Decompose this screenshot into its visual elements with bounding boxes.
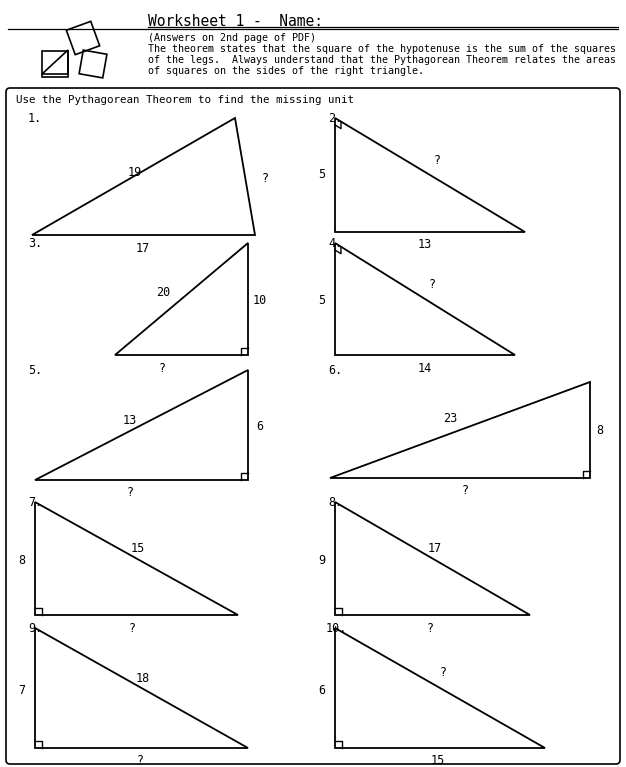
Text: ?: ? — [433, 153, 441, 166]
Text: 8: 8 — [597, 423, 603, 436]
Text: ?: ? — [126, 486, 133, 499]
Text: ?: ? — [428, 278, 436, 291]
Text: ?: ? — [461, 485, 469, 498]
Text: 19: 19 — [128, 166, 142, 179]
Text: ?: ? — [262, 172, 269, 185]
Text: 17: 17 — [428, 542, 442, 555]
Text: ?: ? — [426, 621, 434, 634]
Text: 6: 6 — [319, 683, 326, 696]
Text: 13: 13 — [418, 239, 432, 252]
Text: (Answers on 2nd page of PDF): (Answers on 2nd page of PDF) — [148, 33, 316, 43]
Text: 5: 5 — [319, 294, 326, 307]
Text: 23: 23 — [443, 412, 457, 424]
Text: 6.: 6. — [328, 364, 342, 377]
Text: 7.: 7. — [28, 496, 42, 509]
FancyBboxPatch shape — [6, 88, 620, 764]
Text: 9.: 9. — [28, 622, 42, 635]
Text: 15: 15 — [131, 542, 145, 555]
Text: 20: 20 — [156, 285, 170, 298]
Text: 13: 13 — [123, 413, 137, 426]
Text: 6: 6 — [257, 420, 264, 433]
Text: 8: 8 — [18, 554, 26, 567]
Text: 7: 7 — [18, 683, 26, 696]
Text: ?: ? — [128, 621, 136, 634]
Text: ?: ? — [439, 666, 446, 679]
Text: of squares on the sides of the right triangle.: of squares on the sides of the right tri… — [148, 66, 424, 76]
Text: 8.: 8. — [328, 496, 342, 509]
Text: 2.: 2. — [328, 112, 342, 125]
Text: 1.: 1. — [28, 112, 42, 125]
Text: The theorem states that the square of the hypotenuse is the sum of the squares: The theorem states that the square of th… — [148, 44, 616, 54]
Text: 18: 18 — [136, 671, 150, 684]
Text: 14: 14 — [418, 361, 432, 374]
Text: 3.: 3. — [28, 237, 42, 250]
Text: 5: 5 — [319, 169, 326, 182]
Text: ?: ? — [136, 753, 143, 766]
Text: 17: 17 — [136, 242, 150, 255]
Text: 9: 9 — [319, 554, 326, 567]
Text: 10.: 10. — [326, 622, 347, 635]
Text: of the legs.  Always understand that the Pythagorean Theorem relates the areas: of the legs. Always understand that the … — [148, 55, 616, 65]
Text: 10: 10 — [253, 294, 267, 307]
Text: ?: ? — [158, 361, 165, 374]
Text: 15: 15 — [431, 753, 445, 766]
Text: Worksheet 1 -  Name:: Worksheet 1 - Name: — [148, 14, 323, 29]
Text: Use the Pythagorean Theorem to find the missing unit: Use the Pythagorean Theorem to find the … — [16, 95, 354, 105]
Text: 4.: 4. — [328, 237, 342, 250]
Text: 5.: 5. — [28, 364, 42, 377]
